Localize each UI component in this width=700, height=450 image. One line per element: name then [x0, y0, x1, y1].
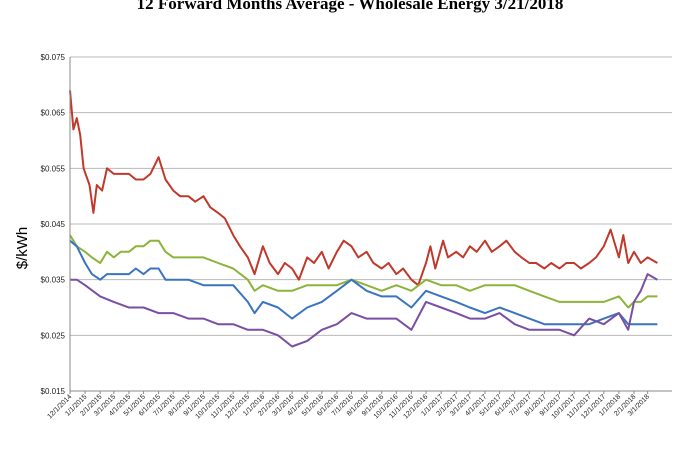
- y-tick-label: $0.075: [41, 53, 66, 62]
- chart-title: 12 Forward Months Average - Wholesale En…: [136, 0, 564, 13]
- gridlines: [70, 56, 672, 392]
- y-axis-label: $/kWh: [14, 227, 31, 270]
- y-axis-ticks: $0.015 $0.025 $0.035 $0.045 $0.055 $0.065 $0.0…: [41, 53, 66, 396]
- y-tick-label: $0.035: [41, 276, 66, 285]
- series-line-1: [69, 90, 658, 287]
- series-line-4: [70, 273, 658, 348]
- x-axis-ticks: 12/1/20141/1/20152/1/20153/1/20154/1/201…: [46, 391, 651, 420]
- y-tick-label: $0.065: [41, 109, 66, 118]
- y-tick-label: $0.025: [41, 331, 66, 340]
- y-tick-label: $0.015: [41, 387, 66, 396]
- y-tick-label: $0.045: [41, 220, 66, 229]
- series-lines: [69, 90, 658, 348]
- y-tick-label: $0.055: [41, 164, 66, 173]
- series-line-2: [69, 234, 658, 309]
- series-line-3: [69, 239, 658, 326]
